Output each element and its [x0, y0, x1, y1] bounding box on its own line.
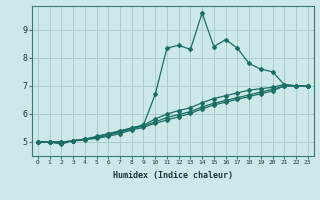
- X-axis label: Humidex (Indice chaleur): Humidex (Indice chaleur): [113, 171, 233, 180]
